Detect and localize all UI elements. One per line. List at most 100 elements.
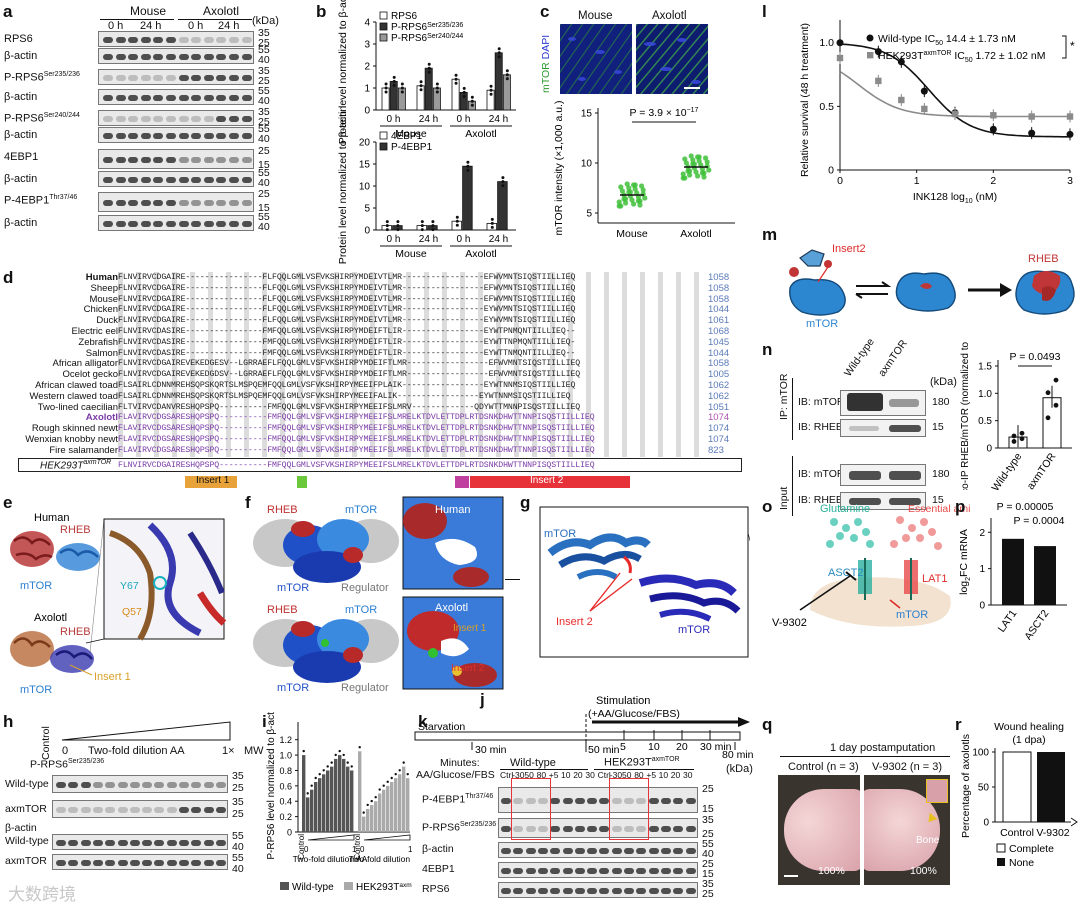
- sequence-row: FLNVIRVCDGAIRE----------------FLFQQLGMLV…: [118, 305, 576, 315]
- human-rheb-structure: [10, 531, 54, 567]
- bar: [306, 797, 310, 832]
- y-axis-title: co-IP RHEB/mTOR (normalized to input): [960, 340, 971, 490]
- band: [115, 157, 126, 163]
- band: [203, 95, 214, 101]
- species-name: Wenxian knobby newt: [25, 434, 118, 445]
- band: [241, 75, 252, 81]
- sequence-row: FLNVIRVCDASIRE----------------FMFQQLGMLV…: [118, 348, 576, 358]
- y-tick-label: 2: [979, 528, 985, 539]
- label-human-f: Human: [435, 504, 470, 516]
- species-name: Western clawed toad: [29, 390, 118, 402]
- legend-sup: Ser235/236: [427, 22, 463, 29]
- species-name: Rough skinned newt: [31, 423, 118, 435]
- panel-e-structures: Human RHEB mTOR Y67 Q57 Axolotl RHEB mTO…: [10, 512, 227, 696]
- band: [636, 826, 647, 832]
- time-80min: 80 min: [722, 749, 754, 760]
- legend-sup: axmTOR: [924, 50, 952, 57]
- band: [229, 133, 239, 139]
- lane-label: 20: [573, 770, 583, 780]
- mw-marker: 15: [258, 159, 270, 171]
- data-point: [1011, 433, 1017, 439]
- seq-length: 1058: [708, 358, 730, 370]
- legend-marker: [866, 34, 874, 42]
- band: [154, 807, 165, 813]
- mw-marker: 35: [258, 27, 270, 39]
- y-tick-label: 4: [364, 18, 370, 29]
- band: [216, 200, 227, 206]
- band: [103, 75, 113, 81]
- band: [103, 200, 113, 206]
- band: [660, 798, 671, 804]
- band: [513, 798, 524, 804]
- band: [191, 782, 202, 788]
- blot-strip-a: [98, 127, 254, 143]
- band: [216, 37, 227, 43]
- mw-marker: 180: [932, 396, 950, 408]
- band: [513, 868, 524, 874]
- band: [179, 807, 189, 813]
- band: [203, 221, 214, 227]
- bar: [378, 793, 382, 832]
- data-point: [1045, 390, 1051, 396]
- panel-c-label: c: [540, 2, 550, 21]
- mw-marker: 15: [702, 803, 714, 815]
- k-row-label: RPS6: [422, 883, 450, 895]
- h-row-label: axmTOR: [5, 855, 47, 867]
- label-axolotl-e: Axolotl: [34, 612, 67, 624]
- band: [215, 782, 226, 788]
- band: [178, 75, 189, 81]
- human-mtor-structure: [56, 543, 100, 571]
- band: [191, 75, 202, 81]
- mw-marker: 25: [232, 782, 244, 794]
- time-24h-axolotl: 24 h: [218, 20, 240, 32]
- bar: [1002, 538, 1024, 605]
- dot: [326, 765, 329, 768]
- band: [241, 177, 252, 183]
- blot-strip-a: [98, 149, 254, 169]
- band: [68, 782, 79, 788]
- divider: [594, 769, 694, 770]
- blot-strip-a: [98, 69, 254, 85]
- q-bone: Bone: [916, 835, 940, 846]
- blot-strip-a: [98, 89, 254, 105]
- band: [525, 868, 536, 874]
- band: [215, 807, 226, 813]
- dot: [346, 761, 349, 764]
- band: [179, 860, 189, 866]
- dot: [334, 753, 337, 757]
- seq-length: 1045: [708, 336, 730, 348]
- dot: [385, 228, 389, 232]
- blot-strip-n: [840, 390, 926, 416]
- legend-hek: HEK293TaxmTOR: [356, 882, 412, 893]
- band: [178, 133, 189, 139]
- band: [241, 133, 252, 139]
- bar: [494, 52, 503, 111]
- star: *: [1070, 39, 1075, 53]
- dot: [398, 769, 401, 772]
- data-point: [701, 174, 707, 180]
- data-point: [703, 155, 709, 161]
- band: [140, 157, 151, 163]
- dot: [489, 88, 493, 92]
- dot: [435, 82, 439, 86]
- y-tick-label: 1.2: [279, 735, 292, 745]
- band: [140, 221, 151, 227]
- label-q57: Q57: [122, 606, 142, 618]
- lane-label: 30: [585, 770, 595, 780]
- band: [166, 860, 177, 866]
- band: [153, 95, 164, 101]
- green-marker: [297, 476, 307, 488]
- band: [636, 798, 647, 804]
- h-row-label: axmTOR: [5, 803, 47, 815]
- seq-length: 1044: [708, 304, 730, 316]
- blot-label-a: RPS6: [4, 33, 33, 45]
- band: [648, 826, 659, 832]
- species-name: African alligator: [52, 358, 118, 370]
- data-point: [1019, 436, 1025, 442]
- blot-strip-a: [98, 48, 254, 64]
- data-point: [1053, 377, 1059, 383]
- data-point: [688, 153, 694, 159]
- band: [128, 54, 139, 60]
- dot: [358, 746, 361, 749]
- band: [229, 157, 239, 163]
